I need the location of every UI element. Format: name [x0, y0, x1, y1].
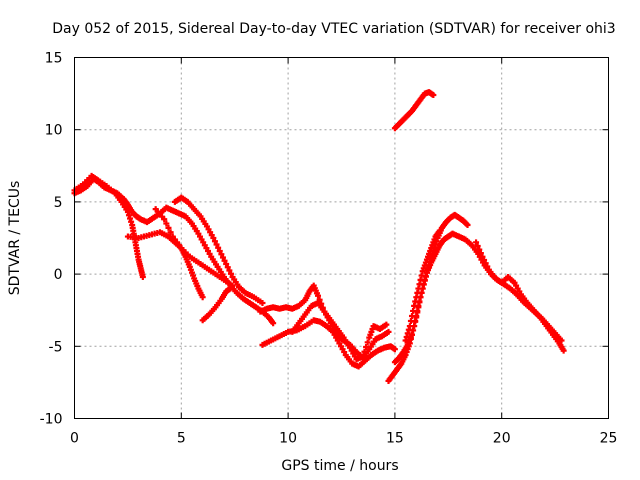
- y-tick-label: 15: [45, 51, 63, 67]
- data-point-marker: [477, 250, 484, 257]
- x-tick-label: 0: [70, 431, 79, 447]
- data-point-marker: [410, 307, 417, 314]
- series-track-n: [391, 89, 437, 132]
- data-point-marker: [560, 347, 567, 354]
- data-point-marker: [213, 241, 220, 248]
- data-point-marker: [385, 328, 392, 335]
- y-tick-label: -5: [49, 339, 63, 355]
- data-point-marker: [383, 321, 390, 328]
- data-point-marker: [406, 323, 413, 330]
- data-point-marker: [167, 229, 174, 236]
- data-point-marker: [359, 353, 366, 360]
- data-point-marker: [270, 320, 277, 327]
- x-tick-label: 15: [386, 431, 404, 447]
- data-point-marker: [218, 251, 225, 258]
- x-tick-label: 10: [279, 431, 297, 447]
- data-point-marker: [226, 267, 233, 274]
- data-point-marker: [227, 285, 234, 292]
- data-point-marker: [361, 348, 368, 355]
- data-point-marker: [464, 222, 471, 229]
- x-tick-label: 25: [600, 431, 618, 447]
- y-tick-label: 10: [45, 123, 63, 139]
- series-track-i: [289, 299, 390, 363]
- series-track-l: [402, 227, 443, 344]
- data-point-marker: [139, 273, 146, 280]
- data-point-marker: [224, 264, 231, 271]
- data-point-marker: [165, 224, 172, 231]
- data-point-marker: [484, 263, 491, 270]
- tick-layer: [74, 57, 609, 419]
- data-point-marker: [476, 246, 483, 253]
- data-point-marker: [473, 239, 480, 246]
- series-track-f: [199, 285, 234, 324]
- data-point-marker: [364, 339, 371, 346]
- data-layer: [71, 89, 567, 384]
- data-point-marker: [163, 220, 170, 227]
- data-point-marker: [479, 253, 486, 260]
- data-point-marker: [216, 247, 223, 254]
- y-tick-label: 5: [54, 195, 63, 211]
- data-point-marker: [474, 242, 481, 249]
- x-tick-label: 20: [493, 431, 511, 447]
- data-point-marker: [391, 346, 398, 353]
- data-point-marker: [219, 254, 226, 261]
- data-point-marker: [415, 304, 422, 311]
- data-point-marker: [259, 299, 266, 306]
- series-track-e: [152, 206, 236, 289]
- series-track-m: [473, 239, 567, 354]
- x-tick-labels: 0 5 10 15 20 25: [70, 431, 617, 447]
- data-point-marker: [408, 312, 415, 319]
- data-point-marker: [430, 92, 437, 99]
- series-track-k: [391, 211, 471, 366]
- y-axis-label: SDTVAR / TECUs: [7, 181, 23, 296]
- data-point-marker: [482, 260, 489, 267]
- series-track-d: [171, 194, 266, 306]
- data-point-marker: [223, 260, 230, 267]
- series-track-h: [259, 317, 398, 370]
- data-point-marker: [215, 244, 222, 251]
- data-point-marker: [413, 314, 420, 321]
- x-tick-label: 5: [177, 431, 186, 447]
- plot-frame: [74, 57, 609, 419]
- data-point-marker: [199, 294, 206, 301]
- y-tick-label: -10: [40, 412, 63, 428]
- series-track-b: [71, 172, 146, 280]
- data-point-marker: [227, 270, 234, 277]
- data-point-marker: [363, 344, 370, 351]
- chart-title: Day 052 of 2015, Sidereal Day-to-day VTE…: [52, 21, 615, 37]
- data-point-marker: [481, 257, 488, 264]
- data-point-marker: [407, 318, 414, 325]
- data-point-marker: [221, 257, 228, 264]
- data-point-marker: [436, 227, 443, 234]
- y-tick-label: 0: [54, 267, 63, 283]
- data-point-marker: [211, 238, 218, 245]
- x-axis-label: GPS time / hours: [281, 458, 398, 474]
- data-point-marker: [316, 296, 323, 303]
- data-point-marker: [210, 235, 217, 241]
- data-point-marker: [315, 292, 322, 299]
- data-point-marker: [414, 309, 421, 316]
- data-point-marker: [161, 216, 168, 223]
- y-tick-labels: -10 -5 0 5 10 15: [40, 51, 63, 428]
